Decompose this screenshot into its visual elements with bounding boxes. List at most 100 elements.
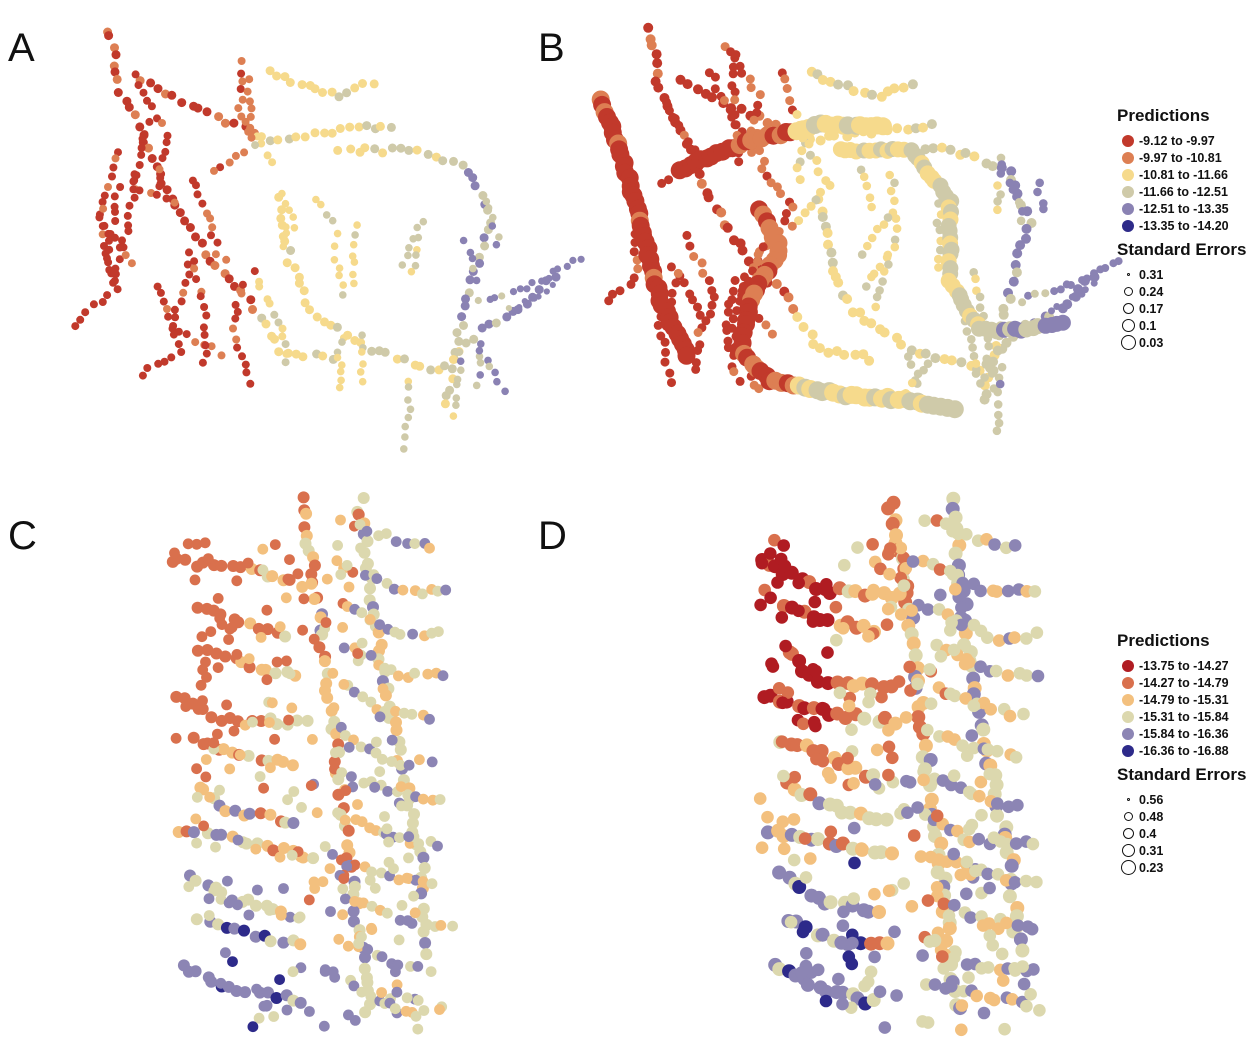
prediction-site-dot [652, 58, 663, 69]
prediction-site-dot [987, 993, 1001, 1007]
prediction-site-dot [390, 966, 401, 978]
prediction-site-dot [331, 555, 343, 567]
prediction-site-dot [320, 617, 332, 628]
legend-color-swatch [1122, 676, 1134, 689]
prediction-site-dot [916, 554, 930, 568]
prediction-site-dot [956, 739, 969, 752]
prediction-site-dot [135, 122, 145, 132]
prediction-site-dot [299, 286, 309, 296]
legend-se-row: 0.48 [1117, 808, 1246, 825]
prediction-site-dot [317, 200, 325, 209]
prediction-site-dot [755, 556, 769, 570]
prediction-site-dot [971, 359, 981, 368]
prediction-site-dot [875, 286, 884, 295]
prediction-site-dot [332, 540, 343, 551]
prediction-site-dot [1005, 293, 1016, 304]
prediction-site-dot [347, 915, 360, 928]
prediction-site-dot [279, 630, 292, 643]
prediction-site-dot [350, 83, 360, 93]
prediction-site-dot [788, 202, 798, 212]
prediction-site-dot [698, 268, 708, 278]
prediction-site-dot [934, 650, 948, 663]
prediction-site-dot [296, 802, 307, 813]
prediction-site-dot [352, 799, 363, 810]
prediction-site-dot [1003, 709, 1017, 723]
prediction-site-dot [343, 1009, 354, 1021]
prediction-site-dot [269, 667, 282, 680]
prediction-site-dot [981, 867, 994, 881]
prediction-site-dot [691, 364, 701, 374]
prediction-site-dot [516, 285, 525, 293]
prediction-site-dot [882, 548, 895, 561]
prediction-site-dot [866, 318, 877, 329]
prediction-site-dot [249, 930, 262, 943]
prediction-site-dot [955, 601, 968, 614]
prediction-site-dot [156, 174, 165, 182]
prediction-site-dot [317, 876, 329, 888]
prediction-site-dot [234, 749, 246, 761]
prediction-site-dot [906, 360, 916, 369]
prediction-site-dot [225, 158, 234, 167]
prediction-site-dot [377, 683, 389, 695]
prediction-site-dot [820, 613, 835, 628]
prediction-site-dot [859, 172, 869, 182]
prediction-site-dot [222, 875, 233, 887]
prediction-site-dot [677, 346, 696, 365]
prediction-site-dot [693, 302, 702, 312]
prediction-site-dot [98, 230, 107, 239]
prediction-site-dot [498, 292, 506, 300]
prediction-site-dot [975, 292, 985, 302]
map-panel-b [591, 22, 1123, 436]
prediction-site-dot [232, 899, 243, 911]
prediction-site-dot [855, 842, 868, 855]
prediction-site-dot [170, 198, 179, 207]
prediction-site-dot [364, 582, 376, 595]
prediction-site-dot [308, 593, 321, 605]
prediction-site-dot [826, 247, 837, 258]
legend-se-label: 0.56 [1139, 792, 1164, 807]
prediction-site-dot [187, 826, 200, 839]
prediction-site-dot [817, 75, 828, 85]
prediction-site-dot [792, 880, 807, 894]
prediction-site-dot [890, 242, 900, 252]
prediction-site-dot [350, 258, 359, 266]
prediction-site-dot [890, 235, 900, 245]
legend-size-symbol [1122, 828, 1134, 839]
prediction-site-dot [777, 539, 790, 552]
prediction-site-dot [237, 289, 246, 298]
legend-size-symbol [1120, 860, 1136, 875]
prediction-site-dot [327, 667, 339, 679]
prediction-site-dot [162, 185, 172, 195]
legend-color-swatch [1122, 693, 1134, 706]
prediction-site-dot [528, 279, 536, 287]
prediction-site-dot [1114, 257, 1123, 266]
prediction-site-dot [734, 157, 744, 167]
prediction-site-dot [297, 624, 308, 636]
prediction-site-dot [667, 378, 676, 388]
prediction-site-dot [449, 156, 458, 166]
prediction-site-dot [792, 604, 805, 618]
prediction-site-dot [334, 92, 344, 102]
prediction-site-dot [918, 738, 933, 753]
prediction-site-dot [277, 755, 289, 768]
prediction-site-dot [247, 1021, 259, 1033]
prediction-site-dot [806, 201, 816, 211]
prediction-site-dot [833, 277, 844, 288]
prediction-site-dot [899, 711, 913, 724]
prediction-site-dot [965, 818, 979, 832]
prediction-site-dot [327, 87, 337, 97]
prediction-site-dot [281, 1004, 293, 1016]
prediction-site-dot [755, 841, 769, 854]
prediction-site-dot [1068, 293, 1076, 301]
prediction-site-dot [930, 881, 944, 894]
prediction-site-dot [920, 978, 933, 991]
prediction-site-dot [404, 413, 413, 422]
prediction-site-dot [340, 730, 351, 741]
prediction-site-dot [105, 236, 113, 245]
prediction-site-dot [376, 987, 387, 998]
prediction-site-dot [1004, 858, 1019, 873]
prediction-site-dot [666, 262, 676, 272]
legend-class-row: -14.27 to -14.79 [1117, 674, 1246, 691]
prediction-site-dot [958, 657, 972, 671]
prediction-site-dot [1030, 626, 1044, 639]
